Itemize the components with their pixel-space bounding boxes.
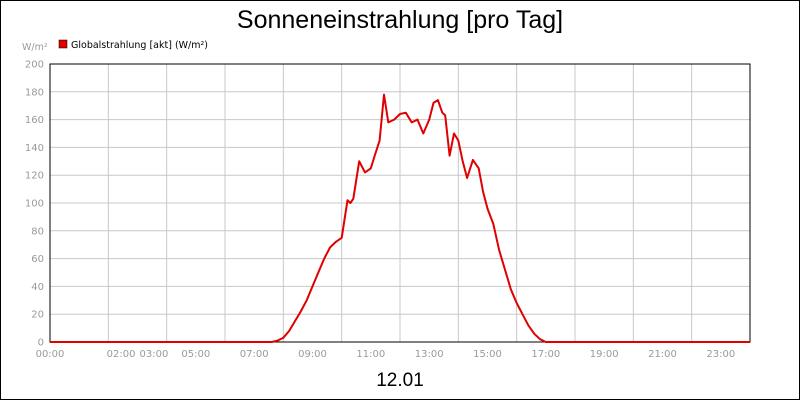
y-tick-label: 40 [31, 282, 44, 293]
y-tick-label: 100 [25, 199, 44, 210]
y-tick-label: 120 [25, 171, 44, 182]
x-tick-label: 21:00 [648, 349, 677, 360]
y-tick-label: 80 [31, 226, 44, 237]
y-tick-label: 0 [38, 338, 44, 349]
chart-title: Sonneneinstrahlung [pro Tag] [237, 6, 563, 34]
y-tick-label: 160 [25, 115, 44, 126]
x-tick-label: 05:00 [181, 349, 210, 360]
x-tick-label: 07:00 [240, 349, 269, 360]
x-tick-label: 17:00 [531, 349, 560, 360]
x-tick-label: 23:00 [706, 349, 735, 360]
x-tick-label: 02:00 [107, 349, 136, 360]
x-tick-label: 11:00 [356, 349, 385, 360]
x-tick-label: 03:00 [140, 349, 169, 360]
x-tick-label: 09:00 [298, 349, 327, 360]
y-tick-labels: 0 20 40 60 80 100 120 140 160 180 200 [25, 60, 44, 349]
x-tick-label: 15:00 [473, 349, 502, 360]
legend: Globalstrahlung [akt] (W/m²) [58, 39, 208, 51]
x-axis-date-label: 12.01 [376, 370, 424, 391]
y-tick-label: 140 [25, 143, 44, 154]
series-layer [50, 93, 750, 343]
y-tick-label: 200 [25, 60, 44, 71]
x-tick-label: 19:00 [590, 349, 619, 360]
y-tick-label: 60 [31, 254, 44, 265]
x-tick-labels: 00:00 02:00 03:00 05:00 07:00 09:00 11:00 13:00… [36, 349, 736, 360]
y-tick-label: 180 [25, 87, 44, 98]
legend-swatch [58, 39, 68, 49]
x-tick-label: 13:00 [415, 349, 444, 360]
y-axis-unit-label: W/m² [22, 42, 48, 53]
grid [50, 64, 750, 342]
plot-area-border [49, 63, 751, 343]
legend-label: Globalstrahlung [akt] (W/m²) [71, 40, 208, 51]
y-tick-label: 20 [31, 310, 44, 321]
x-tick-label: 00:00 [36, 349, 65, 360]
series-line-globalstrahlung [50, 93, 750, 343]
